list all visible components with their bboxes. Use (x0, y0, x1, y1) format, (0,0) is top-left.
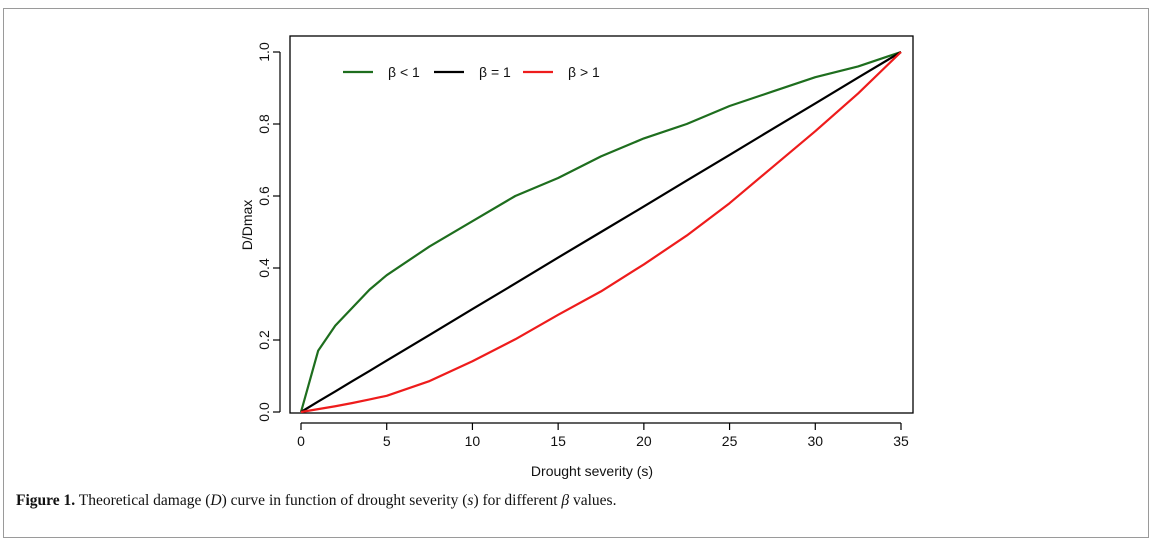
x-tick-label: 30 (807, 433, 823, 449)
x-tick-label: 15 (550, 433, 566, 449)
x-tick-label: 35 (893, 433, 909, 449)
series-lines (299, 50, 902, 414)
x-tick-label: 20 (636, 433, 652, 449)
caption-fragment: ) curve in function of drought severity … (221, 492, 468, 509)
figure-caption: Figure 1. Theoretical damage (D) curve i… (16, 492, 1136, 510)
y-tick-label: 1.0 (256, 42, 272, 62)
caption-symbol: s (467, 492, 474, 509)
x-axis-label: Drought severity (s) (531, 463, 653, 479)
legend: β < 1 β = 1 β > 1 (343, 64, 600, 80)
y-tick-label: 0.4 (256, 258, 272, 278)
y-tick-label: 0.0 (256, 402, 272, 422)
caption-symbol: D (210, 492, 222, 509)
plot-box (289, 35, 914, 414)
y-tick-label: 0.6 (256, 186, 272, 206)
y-tick-label: 0.2 (256, 330, 272, 350)
y-tick-label: 0.8 (256, 114, 272, 134)
caption-fragment: values. (569, 492, 617, 509)
x-tick-label: 5 (383, 433, 391, 449)
caption-fragment: ) for different (473, 492, 562, 509)
legend-label: β < 1 (388, 64, 420, 80)
x-tick-label: 10 (465, 433, 481, 449)
x-tick-label: 0 (297, 433, 305, 449)
figure-frame (3, 8, 1149, 538)
series-line-1 (299, 50, 902, 413)
series-line-3 (300, 51, 902, 414)
caption-label: Figure 1. (16, 492, 76, 509)
caption-symbol: β (561, 492, 570, 509)
legend-label: β = 1 (479, 64, 511, 80)
legend-label: β > 1 (568, 64, 600, 80)
axes: 0 5 10 15 20 25 30 35 0.0 0.2 0.4 0.6 0.8 1.0 (256, 42, 909, 449)
y-axis-label: D/Dmax (239, 200, 255, 251)
x-tick-label: 25 (722, 433, 738, 449)
series-line-2 (300, 51, 902, 413)
caption-fragment: Theoretical damage ( (75, 492, 211, 509)
caption-text: Theoretical damage (D) curve in function… (75, 492, 617, 509)
